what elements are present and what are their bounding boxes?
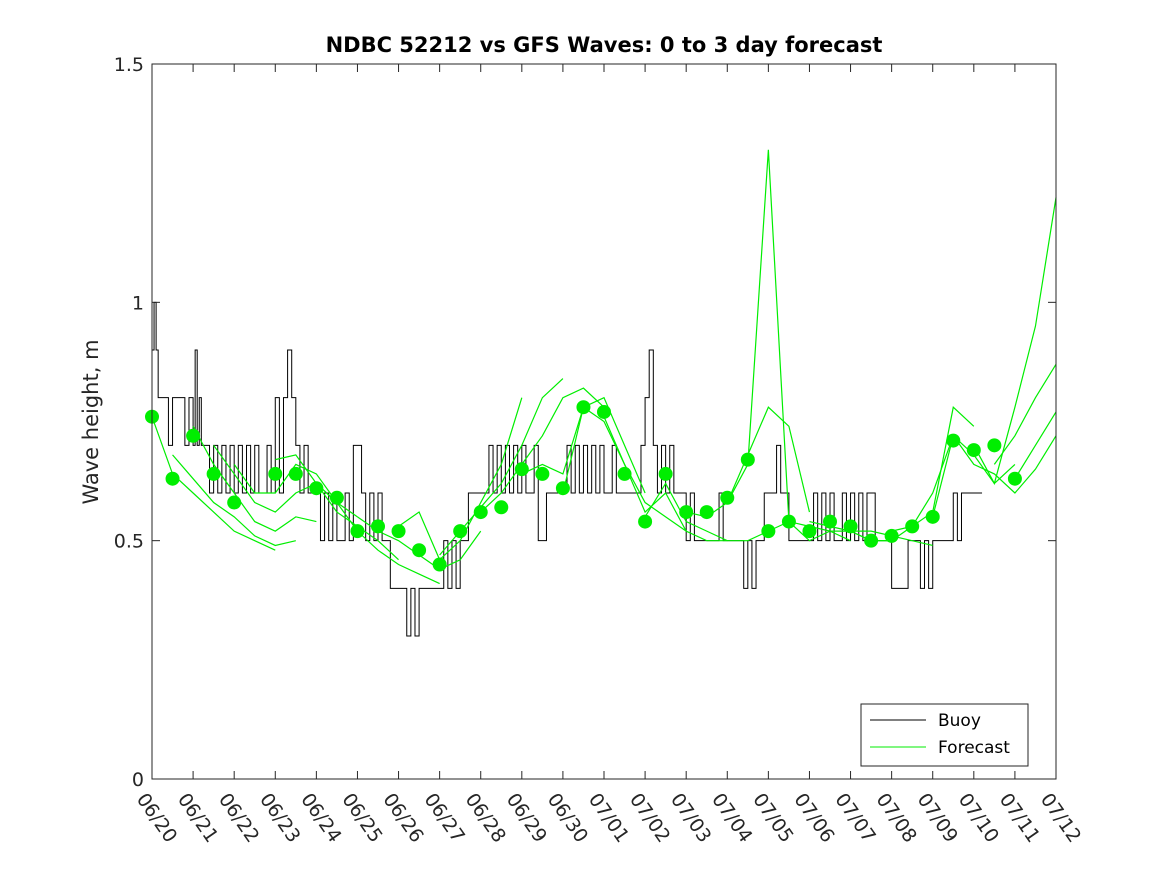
forecast-line bbox=[192, 425, 317, 532]
forecast-point bbox=[576, 400, 591, 415]
forecast-point bbox=[165, 471, 180, 486]
forecast-point bbox=[597, 404, 611, 419]
forecast-point bbox=[966, 443, 981, 458]
y-tick-label: 1.5 bbox=[114, 54, 144, 76]
chart-title: NDBC 52212 vs GFS Waves: 0 to 3 day fore… bbox=[326, 33, 883, 57]
forecast-point bbox=[206, 466, 221, 481]
forecast-point bbox=[309, 481, 324, 496]
forecast-point bbox=[186, 428, 201, 443]
forecast-point bbox=[781, 514, 796, 529]
forecast-point bbox=[227, 495, 242, 510]
forecast-point bbox=[987, 438, 1002, 453]
forecast-line bbox=[1014, 411, 1057, 480]
forecast-point bbox=[494, 500, 509, 515]
forecast-line bbox=[603, 416, 728, 542]
legend-box bbox=[860, 703, 1029, 767]
forecast-point bbox=[514, 462, 529, 477]
y-tick-label: 1 bbox=[132, 292, 144, 314]
forecast-point bbox=[884, 528, 899, 543]
forecast-point bbox=[1007, 471, 1022, 486]
forecast-point bbox=[268, 466, 283, 481]
forecast-point bbox=[638, 514, 653, 529]
forecast-point bbox=[761, 524, 776, 539]
forecast-point bbox=[843, 519, 858, 534]
forecast-point bbox=[946, 433, 961, 448]
forecast-point bbox=[473, 505, 488, 520]
forecast-point bbox=[288, 466, 303, 481]
forecast-line bbox=[398, 397, 523, 561]
forecast-point bbox=[617, 466, 632, 481]
forecast-point bbox=[350, 524, 365, 539]
y-tick-label: 0.5 bbox=[114, 531, 144, 553]
forecast-point bbox=[925, 509, 940, 524]
forecast-point bbox=[391, 524, 406, 539]
forecast-line bbox=[993, 363, 1057, 465]
legend: Buoy Forecast bbox=[860, 703, 1029, 767]
forecast-line bbox=[644, 482, 769, 542]
forecast-point bbox=[864, 533, 879, 548]
legend-forecast-label: Forecast bbox=[938, 738, 1010, 758]
forecast-line bbox=[480, 387, 605, 513]
y-tick-label: 0 bbox=[132, 769, 144, 791]
plot-area bbox=[145, 149, 1057, 637]
forecast-markers bbox=[145, 400, 1022, 572]
forecast-point bbox=[432, 557, 447, 572]
forecast-point bbox=[905, 519, 920, 534]
forecast-line bbox=[172, 454, 296, 547]
forecast-point bbox=[740, 452, 755, 467]
forecast-point bbox=[802, 524, 817, 539]
forecast-line bbox=[275, 454, 399, 561]
forecast-point bbox=[329, 490, 344, 505]
forecast-point bbox=[699, 505, 714, 520]
forecast-point bbox=[658, 466, 673, 481]
y-axis-ticks: 0 0.5 1 1.5 bbox=[114, 54, 1056, 791]
forecast-point bbox=[679, 505, 694, 520]
legend-buoy-label: Buoy bbox=[938, 711, 981, 731]
forecast-point bbox=[535, 466, 550, 481]
forecast-point bbox=[555, 481, 570, 496]
forecast-point bbox=[823, 514, 837, 529]
forecast-point bbox=[453, 524, 468, 539]
y-axis-label: Wave height, m bbox=[79, 339, 103, 504]
forecast-point bbox=[371, 519, 385, 534]
forecast-line bbox=[973, 197, 1057, 486]
forecast-point bbox=[412, 543, 427, 558]
forecast-point bbox=[720, 490, 735, 505]
